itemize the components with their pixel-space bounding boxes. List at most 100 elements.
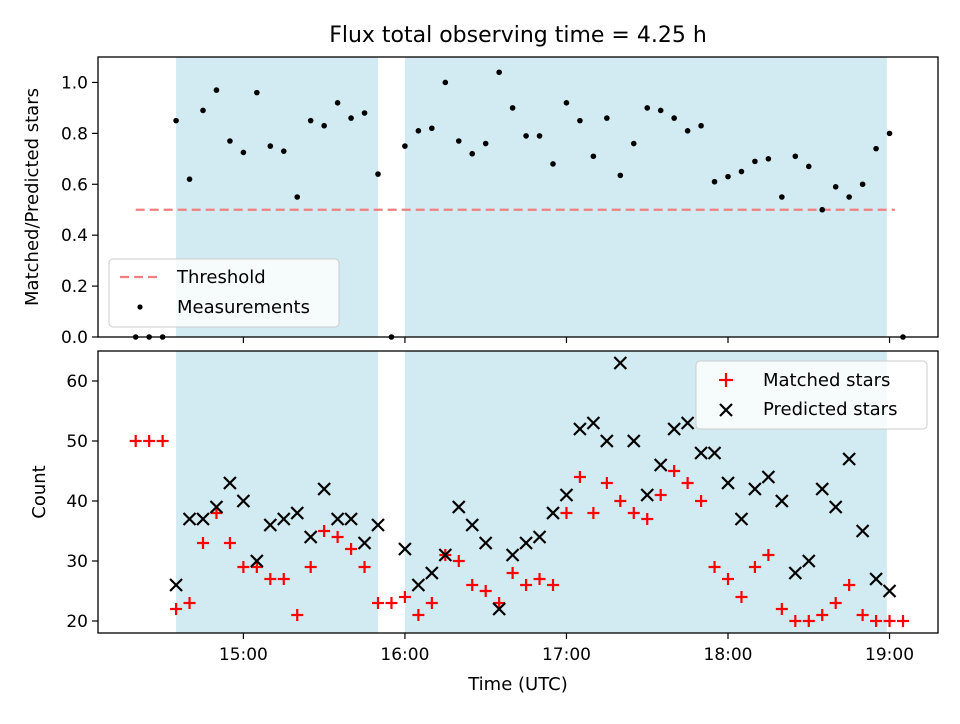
matched-star-point: [843, 579, 856, 591]
top-x-ticks: [242, 337, 891, 343]
y-tick-label: 1.0: [61, 73, 88, 93]
y-tick-label: 40: [66, 492, 88, 512]
measurement-point: [725, 173, 731, 180]
matched-star-point: [479, 585, 492, 597]
measurement-point: [698, 122, 704, 129]
predicted-star-point: [290, 506, 305, 520]
measurement-point: [550, 161, 556, 167]
predicted-star-point: [694, 446, 708, 460]
matched-star-point: [318, 525, 331, 537]
matched-star-point: [398, 591, 411, 603]
predicted-star-point: [653, 458, 668, 472]
measurement-point: [429, 125, 435, 132]
matched-star-point: [143, 435, 156, 447]
predicted-stars-points: [169, 356, 897, 616]
predicted-star-point: [451, 500, 466, 514]
predicted-star-point: [788, 566, 803, 580]
matched-star-point: [627, 507, 640, 519]
matched-star-point: [210, 507, 223, 519]
matched-star-point: [762, 549, 775, 561]
measurements-legend-label: Measurements: [177, 297, 310, 318]
measurement-point: [455, 138, 462, 144]
matched-star-point: [170, 603, 183, 615]
predicted-star-point: [303, 530, 318, 544]
matched-star-point: [385, 597, 398, 609]
matched-star-point: [345, 543, 358, 555]
matched-star-point: [600, 477, 613, 489]
predicted-star-point: [182, 512, 197, 526]
predicted-star-point: [707, 446, 722, 460]
measurement-point: [361, 110, 368, 116]
measurement-point: [738, 168, 745, 175]
matched-star-point: [358, 561, 371, 573]
measurement-point: [348, 115, 354, 121]
y-tick-label: 0.6: [61, 175, 88, 195]
matched-star-point: [573, 471, 586, 483]
matched-star-point: [250, 561, 263, 573]
matched-star-point: [587, 507, 600, 519]
measurement-point: [240, 149, 247, 156]
measurement-point: [577, 117, 583, 124]
matched-star-point: [722, 573, 734, 585]
predicted-star-point: [761, 470, 776, 484]
matched-star-point: [466, 579, 479, 591]
top-legend-box: [108, 258, 340, 328]
top-panel-frame: [97, 56, 939, 338]
bottom-panel-frame: [97, 350, 939, 634]
measurement-point: [873, 145, 879, 152]
matched-star-point: [695, 495, 708, 507]
predicted-star-point: [734, 512, 749, 526]
matched-star-point: [264, 573, 277, 585]
matched-star-point: [520, 579, 533, 591]
measurement-point: [254, 89, 260, 96]
matched-star-point: [883, 615, 896, 627]
predicted-star-point: [775, 494, 789, 508]
matched-star-point: [197, 537, 209, 549]
measurement-point: [523, 133, 529, 139]
measurement-point: [496, 69, 502, 76]
shaded-interval: [404, 57, 887, 337]
y-tick-label: 0.0: [61, 328, 88, 348]
measurement-point: [832, 184, 839, 190]
matched-star-point: [452, 555, 465, 567]
predicted-star-point: [505, 548, 520, 562]
x-axis-label: Time (UTC): [467, 674, 568, 695]
measurement-point: [779, 194, 785, 200]
matched-star-point: [412, 609, 425, 621]
bottom-legend-box: [695, 360, 928, 430]
predicted-star-point: [492, 602, 506, 616]
measurement-point: [657, 107, 664, 114]
matched-star-point: [708, 561, 721, 573]
measurement-point: [334, 100, 341, 106]
predicted-star-point: [640, 488, 655, 502]
matched-star-point: [614, 495, 627, 507]
measurement-point: [200, 107, 206, 114]
matched-star-point: [223, 537, 236, 549]
predicted-star-point: [478, 536, 493, 550]
predicted-star-point: [169, 578, 183, 592]
matched-star-point: [331, 531, 344, 543]
measurement-point: [415, 128, 422, 134]
predicted-star-point: [680, 416, 695, 430]
matched-star-point: [641, 513, 654, 525]
measurement-point: [186, 176, 193, 182]
matched-star-point: [789, 615, 802, 627]
bottom-y-ticks: 20 30 40 50 60: [66, 372, 98, 632]
top-legend: Threshold Measurements: [108, 258, 340, 328]
predicted-star-point: [398, 542, 412, 556]
measurement-point: [321, 122, 327, 129]
threshold-legend-label: Threshold: [176, 267, 266, 288]
predicted-star-point: [855, 524, 870, 538]
shaded-interval: [176, 351, 378, 633]
predicted-star-point: [276, 512, 291, 526]
matched-star-point: [547, 579, 559, 591]
predicted-legend-label: Predicted stars: [763, 399, 897, 420]
predicted-star-point: [344, 512, 358, 526]
measurement-point: [509, 105, 516, 111]
matched-star-point: [681, 477, 694, 489]
measurement-point: [536, 133, 543, 139]
measurement-point: [671, 115, 677, 121]
y-tick-label: 60: [66, 372, 88, 392]
matched-star-point: [156, 435, 169, 447]
predicted-star-point: [882, 584, 897, 598]
